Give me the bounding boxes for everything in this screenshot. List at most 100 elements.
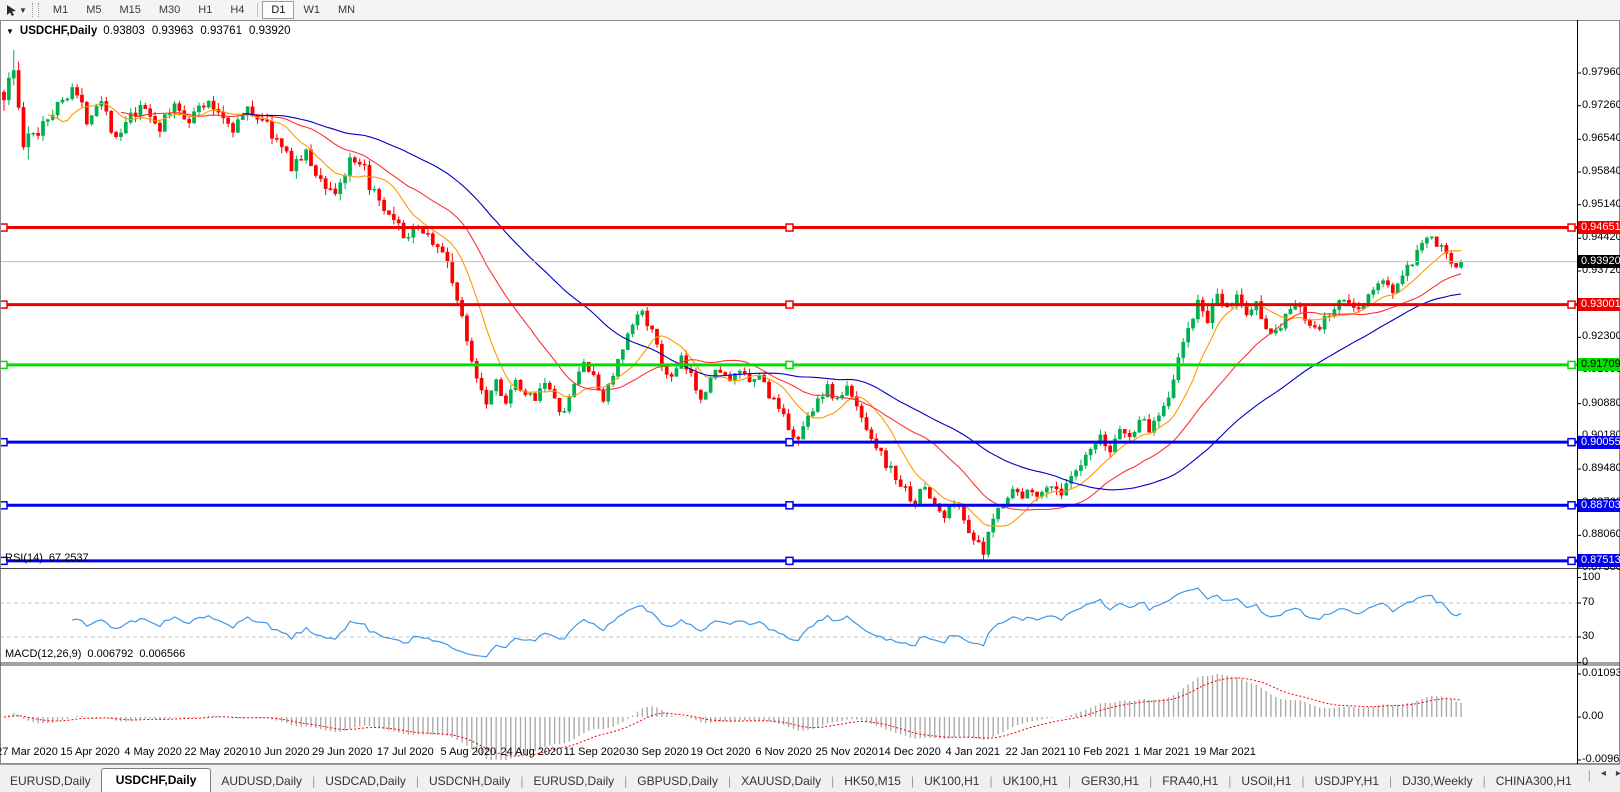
hline-handle[interactable] <box>785 437 794 447</box>
tab-separator: | <box>520 774 524 788</box>
chart-tab-uk100-h1[interactable]: UK100,H1 <box>924 774 980 788</box>
chart-tab-audusd-daily[interactable]: AUDUSD,Daily <box>221 774 303 788</box>
date-label: 25 Nov 2020 <box>815 746 878 758</box>
hline-handle[interactable] <box>1567 437 1576 447</box>
cursor-tool-icon[interactable] <box>0 1 22 19</box>
ohlc-close: 0.93920 <box>248 25 291 37</box>
tab-separator: | <box>989 774 993 788</box>
current-price-label: 0.93920 <box>1578 255 1620 269</box>
tab-separator: | <box>1228 774 1232 788</box>
chart-tab-xauusd-daily[interactable]: XAUUSD,Daily <box>741 774 822 788</box>
date-label: 11 Sep 2020 <box>563 746 626 758</box>
chart-tab-usdcad-daily[interactable]: USDCAD,Daily <box>325 774 406 788</box>
hline-handle[interactable] <box>785 501 794 510</box>
rsi-title: RSI(14) 67.2537 <box>5 552 89 564</box>
axis-label: 0.00 <box>1582 710 1604 722</box>
chart-tab-usdjpy-h1[interactable]: USDJPY,H1 <box>1314 774 1379 788</box>
chart-canvas[interactable] <box>0 20 1620 764</box>
tab-separator: | <box>1067 774 1072 788</box>
date-label: 10 Feb 2021 <box>1067 746 1130 758</box>
timeframe-button-m30[interactable]: M30 <box>158 4 181 16</box>
hline-price-label: 0.90055 <box>1578 435 1620 449</box>
timeframe-button-w1[interactable]: W1 <box>303 4 320 16</box>
chart-title: ▼ USDCHF,Daily 0.93803 0.93963 0.93761 0… <box>6 25 291 37</box>
timeframe-button-mn[interactable]: MN <box>337 4 356 16</box>
tabs-scroll-left-icon[interactable]: ◂ <box>1600 768 1606 779</box>
timeframe-button-m15[interactable]: M15 <box>119 4 141 16</box>
hline-handle[interactable] <box>0 223 8 232</box>
axis-label: 0.92300 <box>1582 330 1620 343</box>
cursor-tool-dropdown-icon[interactable]: ▼ <box>19 5 27 15</box>
timeframe-button-m1[interactable]: M1 <box>52 4 69 16</box>
hline-handle[interactable] <box>785 300 794 309</box>
hline-handle[interactable] <box>1567 360 1576 370</box>
tab-separator: | <box>831 774 835 788</box>
date-label: 19 Mar 2021 <box>1194 746 1256 758</box>
axis-label: 0.95140 <box>1582 197 1620 210</box>
axis-label: 0.93720 <box>1582 264 1620 276</box>
chart-tab-china300-h1[interactable]: CHINA300,H1 <box>1495 774 1572 788</box>
chart-tab-usdcnh-daily[interactable]: USDCNH,Daily <box>429 774 511 788</box>
date-label: 5 Aug 2020 <box>440 746 497 758</box>
macd-title: MACD(12,26,9) 0.006792 0.006566 <box>5 648 186 660</box>
chart-tab-dj30-weekly[interactable]: DJ30,Weekly <box>1402 774 1473 788</box>
date-label: 4 Jan 2021 <box>945 746 1000 758</box>
chart-symbol: USDCHF,Daily <box>19 25 98 37</box>
chart-plot[interactable]: ▼ USDCHF,Daily 0.93803 0.93963 0.93761 0… <box>0 20 1620 765</box>
tab-separator: | <box>910 774 915 788</box>
tab-separator: | <box>312 774 316 788</box>
hline-handle[interactable] <box>0 556 8 566</box>
axis-label: 0.90180 <box>1582 430 1620 441</box>
hline-handle[interactable] <box>0 300 8 309</box>
toolbar-grip[interactable] <box>31 3 39 17</box>
date-label: 30 Sep 2020 <box>626 746 689 758</box>
hline-handle[interactable] <box>785 360 794 370</box>
timeframe-button-h1[interactable]: H1 <box>198 4 213 16</box>
hline-price-label: 0.88703 <box>1578 498 1620 512</box>
axis-label: 0.96540 <box>1582 132 1620 145</box>
date-label: 17 Jul 2020 <box>376 746 434 758</box>
chart-tab-eurusd-daily[interactable]: EURUSD,Daily <box>533 774 615 788</box>
hline-handle[interactable] <box>1567 556 1576 566</box>
hline-handle[interactable] <box>0 501 8 510</box>
chart-tab-usoil-h1[interactable]: USOil,H1 <box>1241 774 1292 788</box>
timeframe-button-d1[interactable]: D1 <box>262 1 295 19</box>
axis-label: 0.010933 <box>1582 667 1620 679</box>
hline-price-label: 0.93001 <box>1578 298 1620 312</box>
hline-handle[interactable] <box>1567 300 1576 309</box>
tabs-scroll-right-icon[interactable]: ▸ <box>1615 768 1620 779</box>
date-label: 1 Mar 2021 <box>1134 746 1190 758</box>
toolbar-separator <box>257 3 259 17</box>
chart-tab-fra40-h1[interactable]: FRA40,H1 <box>1162 774 1219 788</box>
date-label: 22 May 2020 <box>184 746 248 758</box>
axis-label: 30 <box>1582 630 1595 642</box>
chart-tab-ger30-h1[interactable]: GER30,H1 <box>1081 774 1140 788</box>
chart-tab-eurusd-daily[interactable]: EURUSD,Daily <box>10 774 91 788</box>
date-label: 27 Mar 2020 <box>0 746 58 758</box>
date-label: 24 Aug 2020 <box>500 746 563 758</box>
axis-label: 0.89480 <box>1582 462 1620 475</box>
timeframe-button-m5[interactable]: M5 <box>86 4 102 16</box>
hline-handle[interactable] <box>0 360 8 370</box>
chart-tab-gbpusd-daily[interactable]: GBPUSD,Daily <box>637 774 718 788</box>
hline-handle[interactable] <box>0 437 8 447</box>
ohlc-open: 0.93803 <box>103 25 145 37</box>
hline-handle[interactable] <box>1567 223 1576 232</box>
hline-handle[interactable] <box>1567 501 1576 510</box>
axis-label: 0 <box>1582 655 1589 668</box>
date-label: 29 Jun 2020 <box>311 746 373 758</box>
chart-tab-uk100-h1[interactable]: UK100,H1 <box>1002 774 1058 788</box>
hline-handle[interactable] <box>785 556 794 566</box>
tab-separator: | <box>727 774 732 788</box>
tab-separator: | <box>1301 774 1305 788</box>
chart-tab-hk50-m15[interactable]: HK50,M15 <box>844 774 901 788</box>
chart-collapse-icon[interactable]: ▼ <box>6 26 14 36</box>
hline-handle[interactable] <box>785 223 794 232</box>
axis-label: 0.90880 <box>1582 396 1620 409</box>
date-label: 6 Nov 2020 <box>755 746 812 758</box>
chart-tab-usdchf-daily[interactable]: USDCHF,Daily <box>100 768 212 792</box>
tab-separator: | <box>624 774 628 788</box>
timeframe-button-h4[interactable]: H4 <box>230 4 245 16</box>
axis-label: 0.97960 <box>1582 66 1620 78</box>
